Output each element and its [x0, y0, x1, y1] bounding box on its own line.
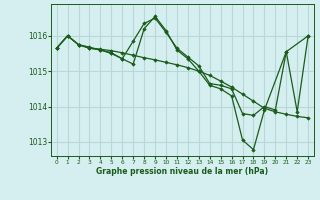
X-axis label: Graphe pression niveau de la mer (hPa): Graphe pression niveau de la mer (hPa)	[96, 167, 268, 176]
